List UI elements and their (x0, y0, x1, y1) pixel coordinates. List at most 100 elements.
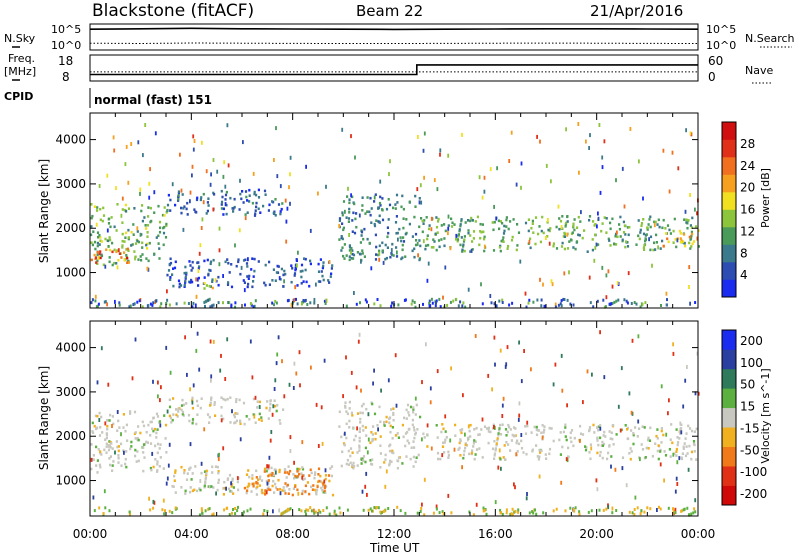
heatmap-cell (259, 475, 262, 479)
heatmap-cell (454, 423, 457, 427)
heatmap-cell (328, 479, 331, 483)
scatter-cell (673, 511, 675, 516)
scatter-cell (394, 353, 397, 358)
heatmap-cell (196, 489, 199, 493)
x-tick-label: 00:00 (681, 527, 716, 541)
scatter-cell (422, 239, 425, 244)
scatter-cell (684, 209, 687, 214)
heatmap-cell (370, 207, 373, 210)
heatmap-cell (458, 228, 461, 231)
scatter-cell (321, 441, 324, 446)
heatmap-cell (478, 433, 481, 436)
heatmap-cell (535, 433, 539, 437)
heatmap-cell (264, 493, 267, 496)
heatmap-cell (359, 241, 362, 244)
heatmap-cell (291, 267, 294, 270)
heatmap-cell (526, 424, 529, 428)
heatmap-cell (388, 421, 391, 425)
heatmap-cell (105, 436, 108, 440)
heatmap-cell (245, 262, 249, 265)
scatter-cell (139, 191, 141, 196)
scatter-cell (619, 428, 622, 433)
heatmap-cell (503, 224, 506, 228)
heatmap-cell (268, 203, 271, 207)
heatmap-cell (185, 207, 188, 211)
freq-panel-frame (89, 54, 699, 82)
scatter-cell (268, 455, 271, 460)
ground-cell (572, 508, 575, 511)
heatmap-cell (695, 458, 698, 461)
scatter-cell (685, 128, 687, 133)
heatmap-cell (251, 477, 254, 480)
heatmap-cell (664, 454, 668, 457)
heatmap-cell (648, 439, 652, 442)
heatmap-cell (186, 472, 189, 475)
heatmap-cell (609, 437, 612, 440)
ground-cell (304, 509, 307, 513)
ground-cell (138, 299, 141, 303)
ground-cell (457, 304, 460, 308)
heatmap-cell (462, 245, 465, 248)
heatmap-cell (647, 436, 650, 440)
heatmap-cell (438, 245, 441, 249)
heatmap-cell (542, 431, 545, 434)
heatmap-cell (158, 257, 161, 260)
heatmap-cell (383, 420, 386, 424)
heatmap-cell (209, 269, 212, 272)
ground-cell (528, 298, 531, 302)
scatter-cell (285, 239, 288, 244)
scatter-cell (200, 226, 203, 230)
heatmap-cell (269, 399, 272, 402)
heatmap-cell (294, 485, 297, 488)
ground-cell (234, 305, 237, 309)
heatmap-cell (175, 408, 178, 411)
heatmap-cell (126, 261, 129, 264)
heatmap-cell (502, 236, 505, 239)
heatmap-cell (543, 428, 546, 432)
power-colorbar-tick: 28 (740, 137, 755, 151)
heatmap-cell (489, 430, 492, 434)
heatmap-cell (169, 261, 173, 265)
ground-cell (266, 509, 269, 513)
heatmap-cell (172, 267, 175, 270)
heatmap-cell (233, 197, 236, 201)
heatmap-cell (543, 425, 546, 428)
heatmap-cell (652, 248, 655, 252)
heatmap-cell (685, 221, 688, 224)
ground-cell (141, 305, 144, 309)
scatter-cell (510, 130, 513, 135)
heatmap-cell (618, 223, 621, 226)
heatmap-cell (479, 230, 482, 233)
scatter-cell (360, 388, 362, 393)
heatmap-cell (423, 219, 426, 222)
heatmap-cell (592, 220, 595, 223)
heatmap-cell (457, 448, 460, 451)
ground-cell (359, 301, 361, 305)
heatmap-cell (158, 465, 161, 468)
heatmap-cell (342, 254, 345, 258)
heatmap-cell (120, 256, 123, 259)
scatter-cell (475, 502, 478, 507)
heatmap-cell (106, 419, 109, 422)
heatmap-cell (516, 244, 519, 247)
heatmap-cell (294, 268, 297, 272)
heatmap-cell (537, 429, 540, 432)
scatter-cell (281, 359, 283, 364)
heatmap-cell (577, 215, 580, 219)
heatmap-cell (598, 454, 602, 457)
heatmap-cell (263, 467, 267, 471)
ground-cell (129, 513, 131, 517)
scatter-cell (98, 184, 101, 188)
ground-cell (208, 507, 211, 511)
nsky-line (89, 27, 699, 31)
ground-cell (118, 303, 121, 307)
ground-cell (91, 298, 94, 302)
heatmap-cell (234, 412, 237, 415)
heatmap-cell (586, 250, 589, 253)
heatmap-cell (278, 470, 281, 474)
heatmap-cell (191, 399, 194, 402)
scatter-cell (380, 388, 382, 393)
ground-cell (286, 299, 289, 303)
heatmap-cell (419, 415, 422, 419)
